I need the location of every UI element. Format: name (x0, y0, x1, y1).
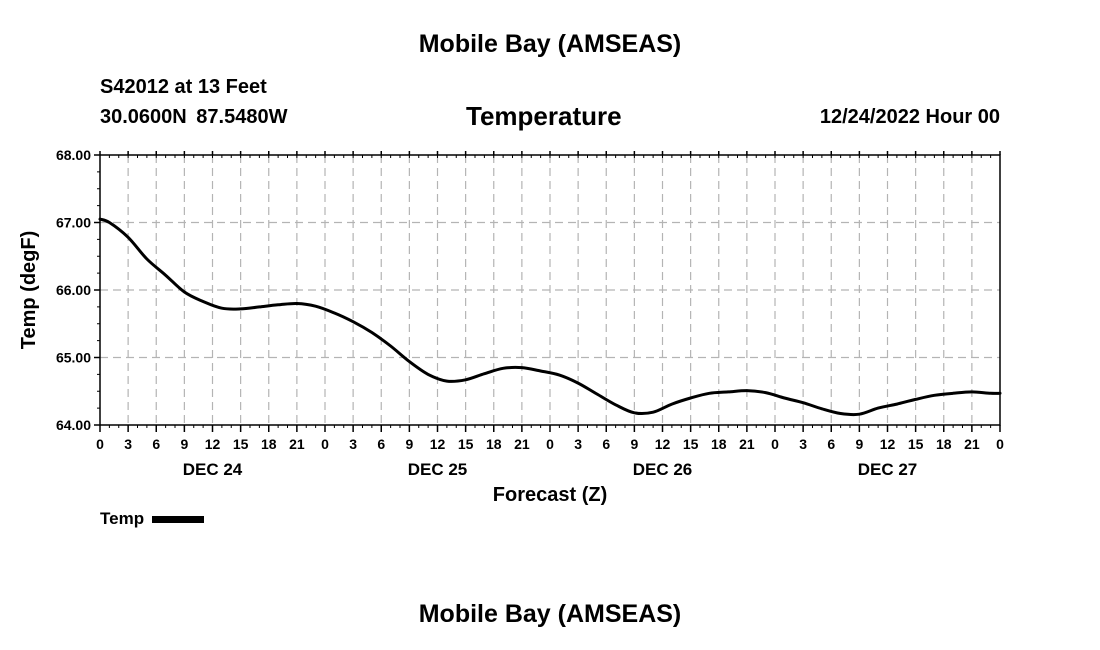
x-tick-label: 3 (574, 436, 582, 452)
x-day-label: DEC 26 (633, 460, 693, 479)
x-tick-label: 18 (261, 436, 277, 452)
x-tick-label: 0 (546, 436, 554, 452)
series-group (98, 217, 1002, 417)
x-tick-label: 9 (405, 436, 413, 452)
x-tick-label: 21 (739, 436, 755, 452)
x-tick-label: 0 (96, 436, 104, 452)
x-axis-tick-labels: 0 3 6 9 12 15 18 21 0 3 6 9 12 15 18 21 0 3 6 9 12 15 18 21 0 3 6 9… (96, 436, 1004, 452)
x-tick-label: 12 (655, 436, 671, 452)
y-axis-title: Temp (degF) (18, 231, 40, 350)
station-coordinates: 30.0600N 87.5480W (100, 106, 288, 128)
x-axis-day-labels: DEC 24 DEC 25 DEC 26 DEC 27 (183, 460, 918, 479)
x-tick-label: 15 (908, 436, 924, 452)
x-tick-label: 18 (936, 436, 952, 452)
x-tick-label: 6 (602, 436, 610, 452)
chart-grid (100, 155, 1000, 425)
x-tick-label: 12 (430, 436, 446, 452)
x-day-label: DEC 25 (408, 460, 468, 479)
x-tick-label: 6 (827, 436, 835, 452)
footer-title: Mobile Bay (AMSEAS) (418, 600, 682, 628)
y-tick-label: 65.00 (56, 350, 91, 366)
x-tick-label: 9 (855, 436, 863, 452)
x-axis-title: Forecast (Z) (493, 484, 607, 506)
legend: Temp (100, 509, 205, 529)
y-tick-label: 64.00 (56, 417, 91, 433)
y-tick-label: 68.00 (56, 147, 91, 163)
x-tick-label: 21 (964, 436, 980, 452)
x-tick-label: 15 (233, 436, 249, 452)
x-tick-label: 18 (486, 436, 502, 452)
x-tick-label: 3 (124, 436, 132, 452)
station-label: S42012 at 13 Feet (100, 76, 267, 98)
x-tick-label: 15 (458, 436, 474, 452)
x-tick-label: 21 (514, 436, 530, 452)
x-tick-label: 0 (321, 436, 329, 452)
x-tick-label: 15 (683, 436, 699, 452)
axis-ticks (94, 151, 1001, 432)
legend-label: Temp (100, 509, 145, 528)
y-tick-label: 66.00 (56, 282, 91, 298)
x-day-label: DEC 24 (183, 460, 243, 479)
x-tick-label: 3 (799, 436, 807, 452)
x-tick-label: 0 (771, 436, 779, 452)
x-tick-label: 9 (630, 436, 638, 452)
y-axis-tick-labels: 64.00 65.00 66.00 67.00 68.00 (56, 147, 91, 433)
x-tick-label: 12 (880, 436, 896, 452)
x-tick-label: 3 (349, 436, 357, 452)
x-tick-label: 21 (289, 436, 305, 452)
x-tick-label: 9 (180, 436, 188, 452)
y-tick-label: 67.00 (56, 215, 91, 231)
x-day-label: DEC 27 (858, 460, 918, 479)
series-line-temp (98, 217, 1002, 417)
page-title: Mobile Bay (AMSEAS) (418, 30, 682, 58)
x-tick-label: 6 (152, 436, 160, 452)
x-tick-label: 18 (711, 436, 727, 452)
x-tick-label: 0 (996, 436, 1004, 452)
x-tick-label: 6 (377, 436, 385, 452)
legend-line-swatch (152, 515, 205, 523)
chart-title: Temperature (466, 101, 622, 131)
forecast-datetime: 12/24/2022 Hour 00 (819, 106, 1000, 128)
x-tick-label: 12 (205, 436, 221, 452)
